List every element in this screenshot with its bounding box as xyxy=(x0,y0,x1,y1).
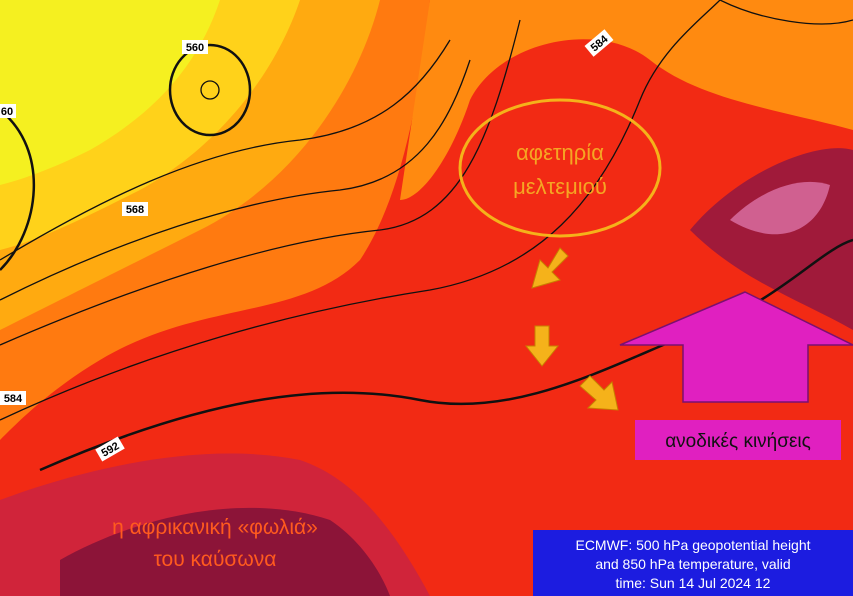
contours xyxy=(0,0,853,472)
updraft-arrow xyxy=(619,291,853,403)
caption: ECMWF: 500 hPa geopotential height xyxy=(575,537,810,553)
contour-label: 584 xyxy=(4,393,23,405)
hot-core xyxy=(60,507,390,596)
caption-box xyxy=(533,530,853,596)
heat-dome-label: η αφρικανική «φωλιά» xyxy=(112,516,318,539)
origin-label: αφετηρία xyxy=(516,140,604,165)
origin-label: μελτεμιού xyxy=(513,174,607,199)
caption: and 850 hPa temperature, valid xyxy=(595,556,790,572)
updraft-label: ανοδικές κινήσεις xyxy=(665,431,811,452)
contour-label: 568 xyxy=(126,204,144,216)
updraft-box xyxy=(635,420,841,460)
hot-core xyxy=(730,181,830,235)
heat-dome-label: του καύσωνα xyxy=(154,548,277,571)
warm-band xyxy=(400,0,853,200)
wind-arrows xyxy=(524,247,619,411)
caption: time: Sun 14 Jul 2024 12 xyxy=(616,575,771,591)
origin-outline xyxy=(458,98,662,238)
contour-label: 560 xyxy=(186,42,204,54)
cool-band xyxy=(0,0,220,185)
contour-label: 60 xyxy=(1,106,13,118)
